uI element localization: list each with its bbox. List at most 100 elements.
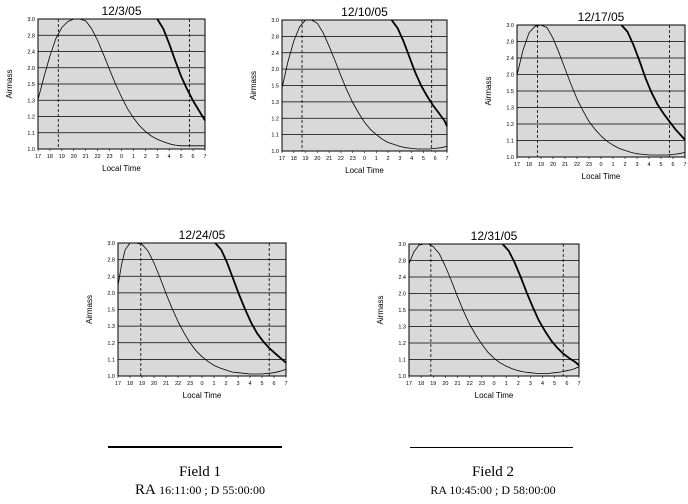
chart-title: 12/17/05 — [578, 10, 625, 24]
y-tick-label: 2.8 — [107, 258, 115, 264]
y-tick-label: 1.3 — [27, 98, 35, 104]
x-tick-label: 20 — [314, 156, 320, 162]
x-axis-label: Local Time — [102, 164, 141, 173]
airmass-curve-2 — [214, 242, 287, 364]
x-tick-label: 7 — [284, 381, 287, 387]
x-tick-label: 20 — [151, 381, 157, 387]
x-tick-label: 22 — [467, 381, 473, 387]
airmass-curve-1 — [408, 243, 580, 374]
x-tick-label: 21 — [163, 381, 169, 387]
x-tick-label: 22 — [338, 156, 344, 162]
x-tick-label: 21 — [562, 162, 568, 168]
y-tick-label: 2.0 — [506, 73, 514, 79]
x-tick-label: 21 — [83, 154, 89, 160]
x-tick-label: 23 — [107, 154, 113, 160]
x-tick-label: 17 — [406, 381, 412, 387]
airmass-curve-2 — [390, 19, 448, 127]
x-tick-label: 1 — [505, 381, 508, 387]
chart-title: 12/3/05 — [101, 4, 141, 18]
x-tick-label: 4 — [541, 381, 544, 387]
x-tick-label: 17 — [115, 381, 121, 387]
x-tick-label: 22 — [95, 154, 101, 160]
x-tick-label: 2 — [623, 162, 626, 168]
y-tick-label: 2.8 — [398, 259, 406, 265]
y-tick-label: 1.5 — [107, 308, 115, 314]
y-tick-label: 2.8 — [506, 40, 514, 46]
y-tick-label: 1.3 — [107, 324, 115, 330]
y-tick-label: 3.0 — [271, 18, 279, 24]
x-tick-label: 19 — [303, 156, 309, 162]
y-tick-label: 2.0 — [271, 67, 279, 73]
x-tick-label: 19 — [139, 381, 145, 387]
y-tick-label: 1.1 — [27, 131, 35, 137]
airmass-curve-1 — [516, 24, 686, 156]
y-tick-label: 1.0 — [506, 155, 514, 161]
field2-ra: RA 10:45:00 ; D 58:00:00 — [430, 483, 556, 497]
x-tick-label: 6 — [192, 154, 195, 160]
y-tick-label: 1.5 — [271, 84, 279, 90]
y-tick-label: 2.4 — [27, 50, 35, 56]
x-tick-label: 18 — [291, 156, 297, 162]
chart-title: 12/31/05 — [471, 229, 518, 243]
x-axis-label: Local Time — [183, 391, 222, 400]
airmass-curve-2 — [501, 243, 580, 367]
y-tick-label: 2.0 — [27, 66, 35, 72]
x-tick-label: 5 — [553, 381, 556, 387]
x-tick-label: 2 — [517, 381, 520, 387]
field1-coordinates: RA 16:11:00 ; D 55:00:00 — [100, 481, 300, 499]
x-tick-label: 18 — [47, 154, 53, 160]
x-tick-label: 7 — [577, 381, 580, 387]
x-tick-label: 4 — [168, 154, 171, 160]
x-tick-label: 2 — [387, 156, 390, 162]
x-tick-label: 6 — [671, 162, 674, 168]
x-tick-label: 7 — [683, 162, 686, 168]
y-tick-label: 1.2 — [107, 341, 115, 347]
airmass-chart-1: 1.01.11.21.31.52.02.42.83.017 18 19 20 21 22 2… — [5, 4, 207, 173]
y-tick-label: 1.1 — [271, 133, 279, 139]
x-tick-label: 23 — [586, 162, 592, 168]
y-tick-label: 1.5 — [398, 308, 406, 314]
x-tick-label: 17 — [514, 162, 520, 168]
y-tick-label: 1.3 — [506, 106, 514, 112]
y-tick-label: 1.0 — [107, 374, 115, 380]
x-tick-label: 19 — [430, 381, 436, 387]
x-tick-label: 18 — [526, 162, 532, 168]
airmass-curve-2 — [156, 18, 206, 121]
field1-rule — [108, 446, 282, 448]
field1-title: Field 1 — [178, 464, 222, 480]
y-tick-label: 2.8 — [27, 33, 35, 39]
x-tick-label: 3 — [635, 162, 638, 168]
airmass-curve-1 — [281, 19, 448, 150]
x-tick-label: 2 — [144, 154, 147, 160]
chart-title: 12/24/05 — [179, 228, 226, 242]
x-tick-label: 6 — [434, 156, 437, 162]
airmass-curve-2 — [620, 24, 686, 141]
x-tick-label: 17 — [35, 154, 41, 160]
y-tick-label: 1.0 — [271, 149, 279, 155]
x-tick-label: 2 — [224, 381, 227, 387]
y-tick-label: 1.2 — [506, 122, 514, 128]
x-tick-label: 7 — [203, 154, 206, 160]
x-tick-label: 5 — [260, 381, 263, 387]
x-tick-label: 18 — [418, 381, 424, 387]
y-tick-label: 1.2 — [271, 116, 279, 122]
x-tick-label: 17 — [279, 156, 285, 162]
field2-coordinates: RA 10:45:00 ; D 58:00:00 — [393, 481, 593, 499]
x-tick-label: 0 — [599, 162, 602, 168]
y-tick-label: 3.0 — [27, 17, 35, 23]
x-tick-label: 0 — [492, 381, 495, 387]
x-tick-label: 1 — [212, 381, 215, 387]
y-axis-label: Airmass — [5, 70, 14, 99]
x-tick-label: 3 — [529, 381, 532, 387]
field1-ra: 16:11:00 ; D 55:00:00 — [159, 483, 265, 497]
field1-caption: Field 1 RA 16:11:00 ; D 55:00:00 — [100, 464, 300, 499]
x-tick-label: 1 — [611, 162, 614, 168]
y-tick-label: 2.8 — [271, 34, 279, 40]
y-axis-label: Airmass — [249, 71, 258, 100]
x-tick-label: 3 — [398, 156, 401, 162]
x-tick-label: 5 — [659, 162, 662, 168]
x-tick-label: 0 — [120, 154, 123, 160]
field2-title: Field 2 — [471, 464, 515, 480]
x-tick-label: 20 — [550, 162, 556, 168]
